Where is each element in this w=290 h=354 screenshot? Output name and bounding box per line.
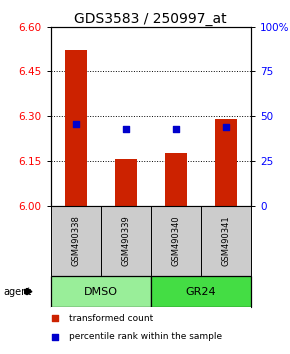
Bar xyxy=(151,276,251,307)
Text: GR24: GR24 xyxy=(186,286,216,297)
Text: GSM490338: GSM490338 xyxy=(71,216,80,266)
Point xyxy=(224,124,228,130)
Point xyxy=(173,126,178,131)
Point xyxy=(52,315,57,321)
Bar xyxy=(215,119,237,206)
Text: DMSO: DMSO xyxy=(84,286,118,297)
Bar xyxy=(51,206,101,276)
Text: percentile rank within the sample: percentile rank within the sample xyxy=(69,332,222,341)
Text: GSM490340: GSM490340 xyxy=(171,216,180,266)
Text: GSM490341: GSM490341 xyxy=(221,216,230,266)
Text: transformed count: transformed count xyxy=(69,314,153,322)
Point xyxy=(124,127,128,132)
Bar xyxy=(101,206,151,276)
Bar xyxy=(151,206,201,276)
Text: GSM490339: GSM490339 xyxy=(121,216,130,266)
Title: GDS3583 / 250997_at: GDS3583 / 250997_at xyxy=(75,12,227,25)
Text: agent: agent xyxy=(3,286,31,297)
Bar xyxy=(51,276,151,307)
Point xyxy=(52,334,57,340)
Bar xyxy=(115,159,137,206)
Point xyxy=(73,121,78,127)
Bar xyxy=(64,50,87,206)
Bar xyxy=(164,153,187,206)
Bar xyxy=(201,206,251,276)
